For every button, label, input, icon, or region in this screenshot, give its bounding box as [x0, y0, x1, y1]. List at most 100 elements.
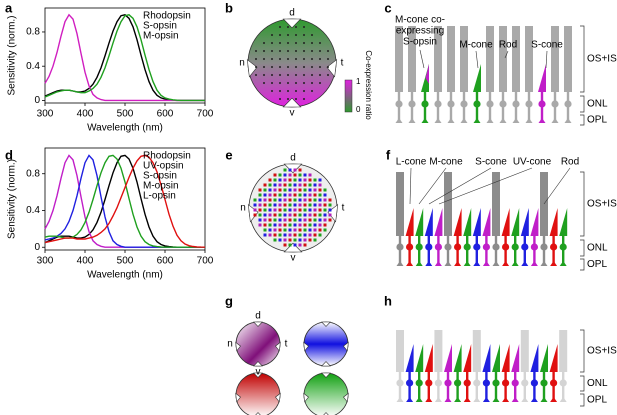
retina-notch: [252, 372, 264, 378]
cone-outer-segment: [549, 344, 558, 372]
cone-outer-segment: [482, 208, 491, 236]
cell-nucleus: [540, 243, 548, 251]
label: M-cone: [429, 157, 463, 168]
rod-outer-segment: [512, 26, 520, 92]
retina-notch: [282, 18, 302, 29]
cone-outer-segment: [540, 344, 548, 372]
legend-entry: M-opsin: [143, 181, 179, 192]
cone-dot: [293, 173, 297, 177]
cone-dot: [298, 208, 302, 212]
cone-dot: [303, 173, 307, 177]
cone-dot: [273, 193, 277, 197]
label: OPL: [587, 395, 607, 406]
cone-dot: [253, 213, 257, 217]
retina-notch: [343, 392, 349, 403]
label: n: [239, 58, 245, 69]
sample-dot: [303, 42, 305, 44]
cone-dot: [308, 193, 312, 197]
retina-expression-map: [235, 321, 281, 367]
cone-dot: [323, 203, 327, 207]
x-axis-title: Wavelength (nm): [87, 123, 163, 134]
rod-outer-segment: [396, 172, 404, 236]
cell-terminal: [447, 118, 455, 123]
retina-notch: [343, 341, 349, 352]
label: t: [341, 58, 344, 69]
rod-outer-segment: [472, 330, 481, 372]
cone-outer-segment: [415, 208, 424, 236]
cone-outer-segment: [434, 208, 443, 236]
sample-dot: [303, 90, 305, 92]
label: d: [290, 153, 296, 164]
cell-nucleus: [502, 243, 510, 251]
cone-dot: [308, 178, 312, 182]
x-tick-label: 700: [197, 256, 214, 267]
cell-nucleus: [550, 243, 558, 251]
y-tick-label: 0.8: [26, 168, 40, 179]
retina-notch: [282, 97, 302, 108]
cone-dot: [313, 203, 317, 207]
legend-entry: Rhodopsin: [143, 151, 191, 162]
cone-coexpression: [425, 64, 429, 84]
cell-nucleus: [406, 379, 414, 387]
layer-bracket: [580, 171, 585, 237]
cone-dot: [288, 168, 292, 172]
sample-dot: [319, 82, 321, 84]
cone-dot: [278, 193, 282, 197]
cell-nucleus: [482, 243, 490, 251]
sample-dot: [295, 90, 297, 92]
cone-dot: [283, 178, 287, 182]
label: Rod: [499, 40, 517, 51]
layer-bracket: [580, 393, 585, 407]
cell-nucleus: [551, 100, 559, 108]
cone-outer-segment: [549, 208, 558, 236]
cone-dot: [323, 198, 327, 202]
sample-dot: [287, 42, 289, 44]
cone-dot: [278, 183, 282, 187]
cone-dot: [268, 233, 272, 237]
cone-dot: [288, 228, 292, 232]
label: S-cone: [475, 157, 507, 168]
cell-nucleus: [473, 100, 481, 108]
label: v: [290, 108, 295, 119]
cone-outer-segment: [530, 208, 539, 236]
cone-dot: [283, 173, 287, 177]
cone-dot: [303, 238, 307, 242]
cone-outer-segment: [520, 208, 529, 236]
cone-dot: [308, 228, 312, 232]
cell-nucleus: [482, 379, 490, 387]
leader-line: [419, 49, 425, 69]
x-tick-label: 700: [197, 109, 214, 120]
cell-nucleus: [530, 243, 539, 251]
cone-dot: [318, 213, 322, 217]
cell-terminal: [408, 118, 416, 123]
cell-nucleus: [486, 100, 494, 108]
retina-notch: [327, 204, 339, 223]
sample-dot: [271, 42, 273, 44]
sample-dot: [279, 26, 281, 28]
cone-dot: [318, 198, 322, 202]
cell-terminal: [530, 397, 538, 402]
cone-dot: [328, 218, 332, 222]
sample-dot: [303, 74, 305, 76]
cone-dot: [288, 208, 292, 212]
spectrum-line: [44, 14, 205, 102]
label: L-cone: [396, 157, 427, 168]
cell-terminal: [502, 397, 510, 402]
cone-outer-segment: [453, 344, 462, 372]
cone-dot: [263, 213, 267, 217]
cell-nucleus: [511, 243, 519, 251]
cell-terminal: [415, 397, 423, 402]
cone-dot: [313, 218, 317, 222]
cone-dot: [283, 188, 287, 192]
cone-dot: [258, 218, 262, 222]
cell-nucleus: [564, 100, 572, 108]
rod-outer-segment: [492, 172, 500, 236]
rod-outer-segment: [396, 330, 404, 372]
cone-dot: [318, 228, 322, 232]
spectrum-line: [44, 13, 205, 102]
cone-dot: [313, 178, 317, 182]
cell-nucleus: [511, 379, 519, 387]
cell-terminal: [473, 261, 481, 266]
cell-nucleus: [473, 243, 481, 251]
sample-dot: [279, 58, 281, 60]
